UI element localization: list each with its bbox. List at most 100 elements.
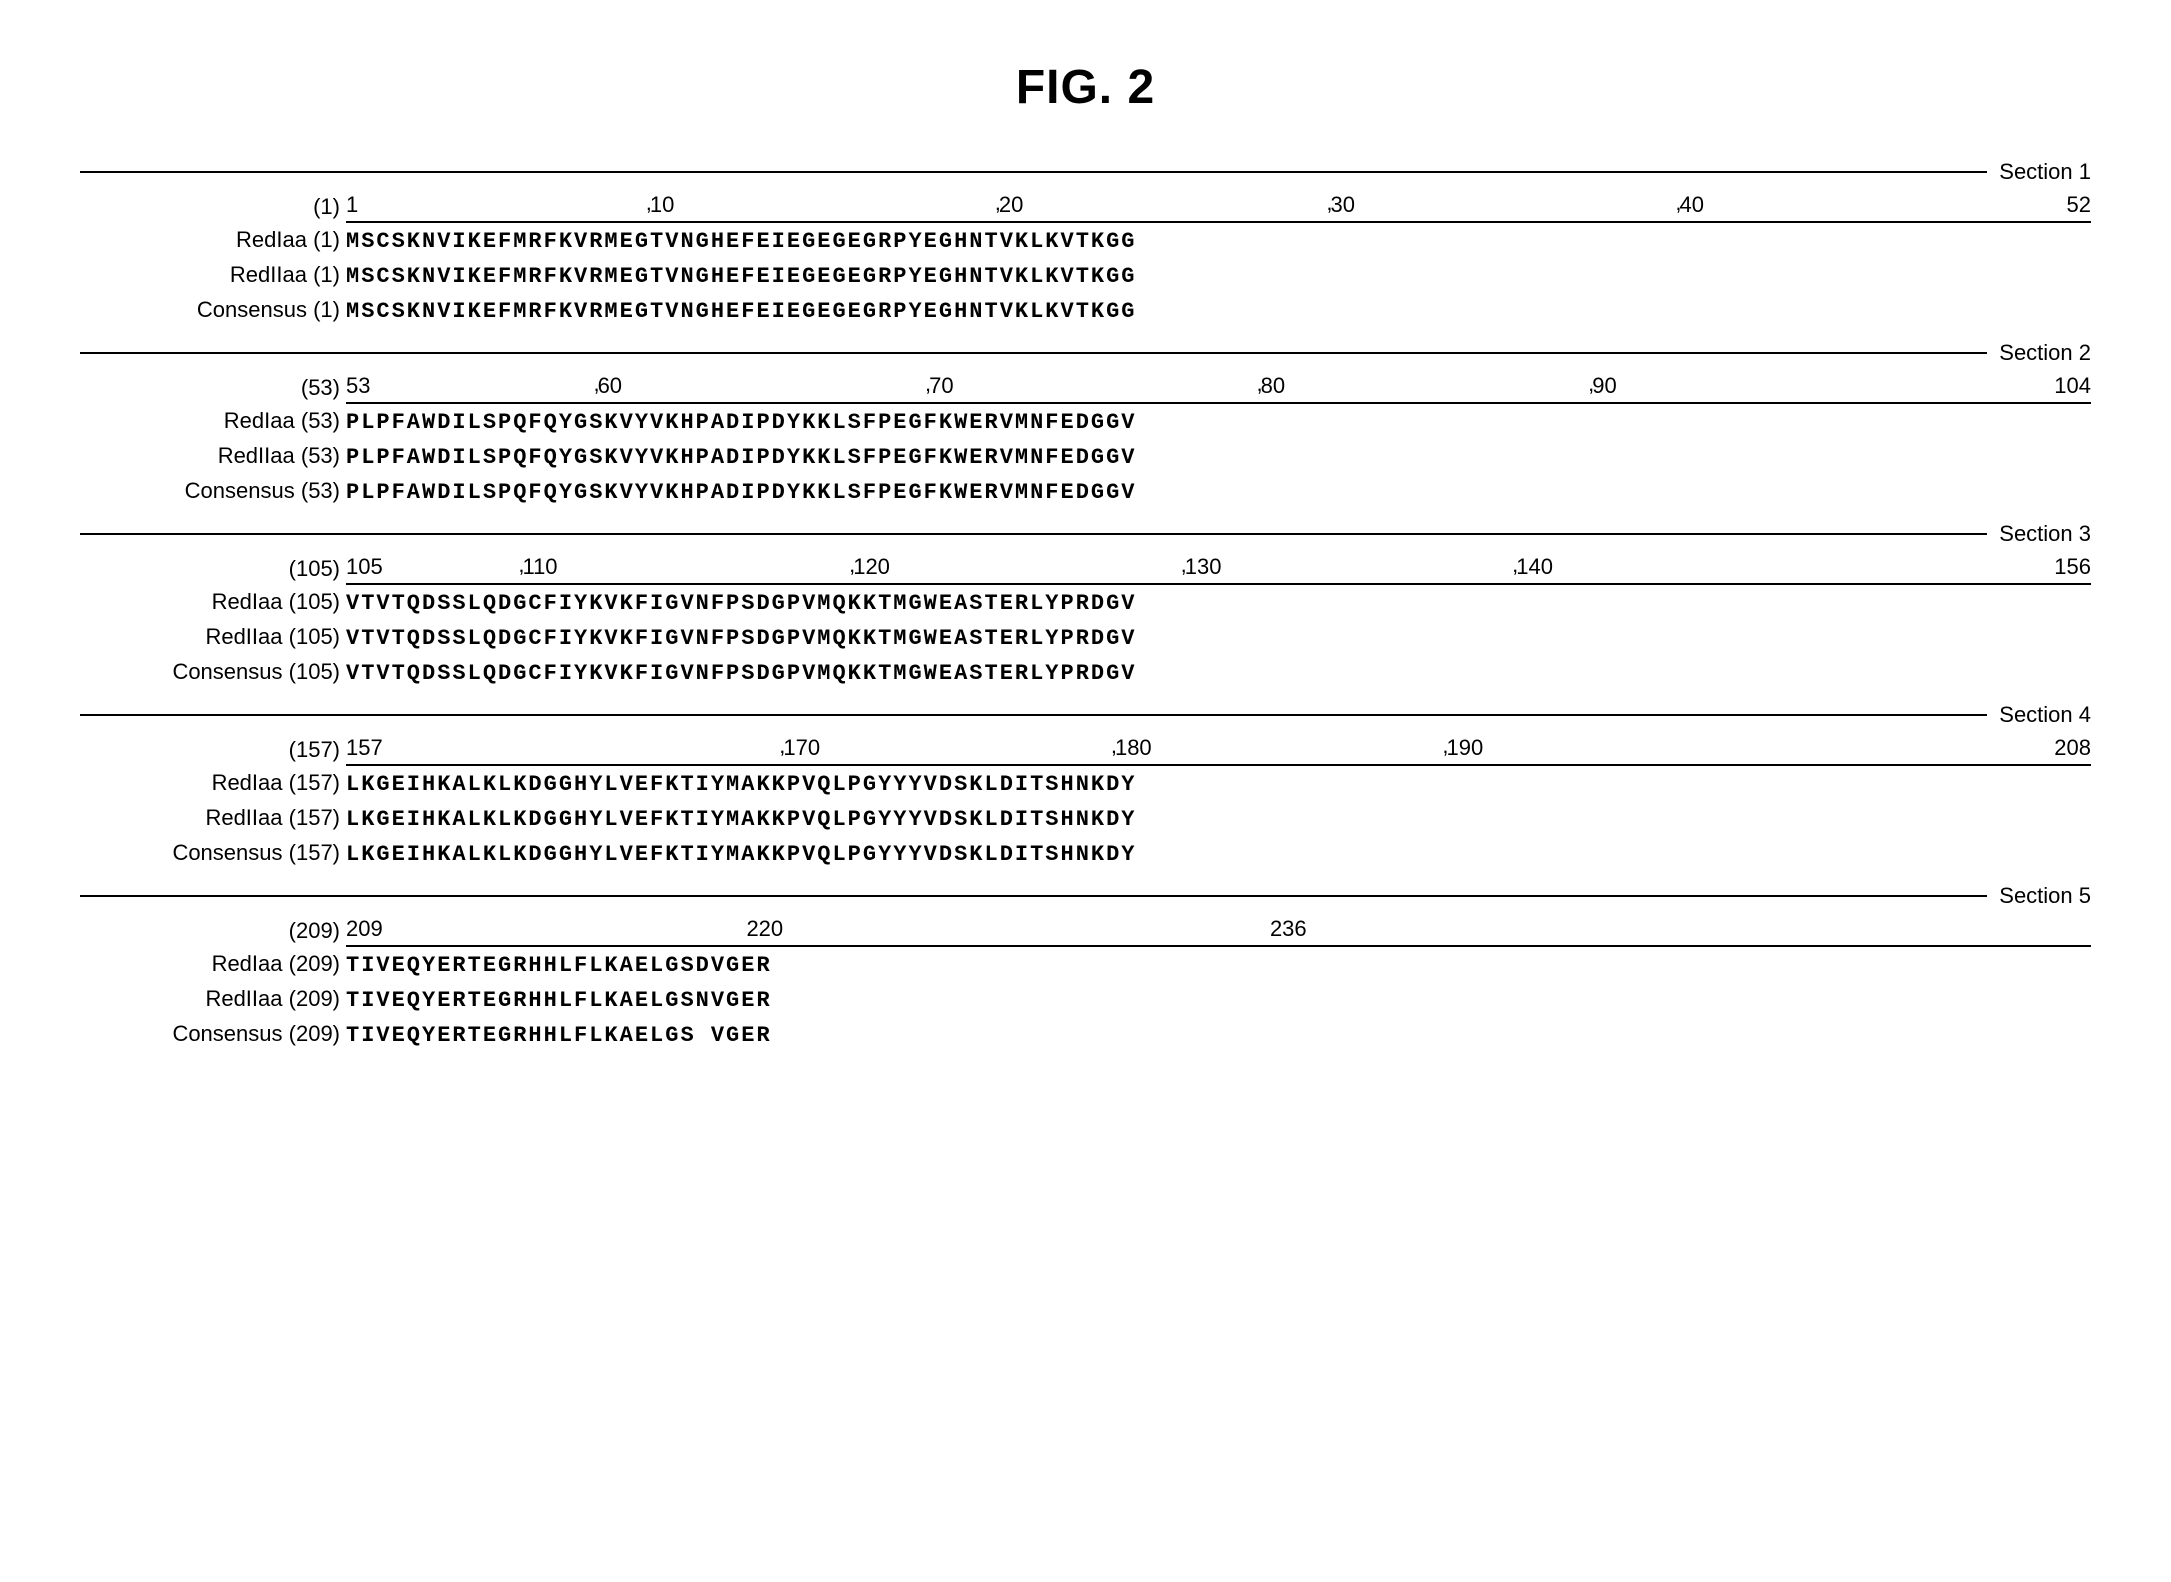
ruler-end: 236 (1270, 912, 1307, 945)
sequence-label: RedIIaa (105) (80, 620, 346, 653)
section-label: Section 3 (1999, 517, 2091, 550)
sequence-position: (209) (289, 986, 340, 1011)
ruler-tick: 190 (1442, 731, 1483, 764)
ruler-tick: 30 (1326, 188, 1355, 221)
sequence-name: RedIaa (212, 951, 283, 976)
sequence-text: MSCSKNVIKEFMRFKVRMEGTVNGHEFEIEGEGEGRPYEG… (346, 260, 1137, 293)
section-label: Section 2 (1999, 336, 2091, 369)
sequence-row: Consensus (53)PLPFAWDILSPQFQYGSKVYVKHPAD… (80, 474, 2091, 509)
sequence-name: RedIIaa (230, 262, 307, 287)
ruler-prefix: (209) (80, 914, 346, 947)
sequence-text: LKGEIHKALKLKDGGHYLVEFKTIYMAKKPVQLPGYYYVD… (346, 803, 1137, 836)
sequence-name: RedIIaa (205, 805, 282, 830)
ruler-tick: 180 (1111, 731, 1152, 764)
sequence-text: VTVTQDSSLQDGCFIYKVKFIGVNFPSDGPVMQKKTMGWE… (346, 622, 1137, 655)
ruler-tick: 110 (518, 550, 557, 583)
sequence-text: PLPFAWDILSPQFQYGSKVYVKHPADIPDYKKLSFPEGFK… (346, 441, 1137, 474)
ruler-prefix: (157) (80, 733, 346, 766)
ruler-tick: 120 (849, 550, 890, 583)
sequence-label: RedIaa (1) (80, 223, 346, 256)
sequence-name: RedIaa (236, 227, 307, 252)
sequence-name: RedIaa (212, 770, 283, 795)
sequence-name: RedIaa (224, 408, 295, 433)
sequence-label: Consensus (1) (80, 293, 346, 326)
sequence-row: Consensus (157)LKGEIHKALKLKDGGHYLVEFKTIY… (80, 836, 2091, 871)
sequence-label: Consensus (209) (80, 1017, 346, 1050)
sequence-name: Consensus (185, 478, 295, 503)
sequence-position: (157) (289, 840, 340, 865)
section-rule (80, 714, 1987, 716)
ruler-tick: 20 (995, 188, 1024, 221)
section-label: Section 5 (1999, 879, 2091, 912)
sequence-text: LKGEIHKALKLKDGGHYLVEFKTIYMAKKPVQLPGYYYVD… (346, 838, 1137, 871)
ruler-row: (105)105110120130140156 (80, 552, 2091, 585)
ruler-tick: 130 (1181, 550, 1222, 583)
ruler-tick: 60 (593, 369, 622, 402)
sequence-name: RedIIaa (218, 443, 295, 468)
sequence-position: (209) (289, 1021, 340, 1046)
sequence-label: RedIIaa (209) (80, 982, 346, 1015)
sequence-text: MSCSKNVIKEFMRFKVRMEGTVNGHEFEIEGEGEGRPYEG… (346, 295, 1137, 328)
ruler-end: 156 (2054, 550, 2091, 583)
ruler-start: 105 (346, 550, 383, 583)
sequence-label: RedIIaa (53) (80, 439, 346, 472)
ruler-area: 5360708090104 (346, 374, 2091, 404)
ruler-end: 104 (2054, 369, 2091, 402)
sequence-row: RedIaa (105)VTVTQDSSLQDGCFIYKVKFIGVNFPSD… (80, 585, 2091, 620)
ruler-end: 52 (2067, 188, 2091, 221)
ruler-start: 1 (346, 188, 358, 221)
sequence-position: (53) (301, 443, 340, 468)
sequence-row: Consensus (209)TIVEQYERTEGRHHLFLKAELGS V… (80, 1017, 2091, 1052)
sequence-label: Consensus (105) (80, 655, 346, 688)
alignment-container: Section 1(1)11020304052RedIaa (1)MSCSKNV… (80, 155, 2091, 1052)
sequence-label: RedIaa (157) (80, 766, 346, 799)
sequence-position: (53) (301, 408, 340, 433)
sequence-row: Consensus (1)MSCSKNVIKEFMRFKVRMEGTVNGHEF… (80, 293, 2091, 328)
ruler-tick: 90 (1588, 369, 1617, 402)
section-header: Section 5 (80, 879, 2091, 912)
sequence-name: Consensus (172, 659, 282, 684)
sequence-position: (209) (289, 951, 340, 976)
sequence-label: RedIaa (105) (80, 585, 346, 618)
section-header: Section 1 (80, 155, 2091, 188)
sequence-row: Consensus (105)VTVTQDSSLQDGCFIYKVKFIGVNF… (80, 655, 2091, 690)
sequence-row: RedIIaa (209)TIVEQYERTEGRHHLFLKAELGSNVGE… (80, 982, 2091, 1017)
sequence-position: (1) (313, 227, 340, 252)
ruler-row: (53)5360708090104 (80, 371, 2091, 404)
alignment-section: Section 3(105)105110120130140156RedIaa (… (80, 517, 2091, 690)
ruler-start: 157 (346, 731, 383, 764)
section-label: Section 1 (1999, 155, 2091, 188)
sequence-text: LKGEIHKALKLKDGGHYLVEFKTIYMAKKPVQLPGYYYVD… (346, 768, 1137, 801)
sequence-text: VTVTQDSSLQDGCFIYKVKFIGVNFPSDGPVMQKKTMGWE… (346, 587, 1137, 620)
section-label: Section 4 (1999, 698, 2091, 731)
sequence-name: RedIIaa (205, 624, 282, 649)
sequence-name: Consensus (172, 1021, 282, 1046)
sequence-name: Consensus (197, 297, 307, 322)
sequence-row: RedIaa (157)LKGEIHKALKLKDGGHYLVEFKTIYMAK… (80, 766, 2091, 801)
section-header: Section 2 (80, 336, 2091, 369)
sequence-label: Consensus (157) (80, 836, 346, 869)
ruler-row: (209)209220236 (80, 914, 2091, 947)
sequence-label: RedIaa (53) (80, 404, 346, 437)
sequence-position: (157) (289, 770, 340, 795)
sequence-label: RedIIaa (157) (80, 801, 346, 834)
sequence-name: RedIIaa (205, 986, 282, 1011)
sequence-text: TIVEQYERTEGRHHLFLKAELGSNVGER (346, 984, 772, 1017)
ruler-area: 11020304052 (346, 193, 2091, 223)
section-rule (80, 352, 1987, 354)
sequence-text: TIVEQYERTEGRHHLFLKAELGSDVGER (346, 949, 772, 982)
sequence-label: Consensus (53) (80, 474, 346, 507)
ruler-row: (157)157170180190208 (80, 733, 2091, 766)
section-rule (80, 895, 1987, 897)
sequence-text: MSCSKNVIKEFMRFKVRMEGTVNGHEFEIEGEGEGRPYEG… (346, 225, 1137, 258)
ruler-start: 209 (346, 912, 383, 945)
ruler-prefix: (53) (80, 371, 346, 404)
ruler-tick: 10 (646, 188, 675, 221)
sequence-text: TIVEQYERTEGRHHLFLKAELGS VGER (346, 1019, 772, 1052)
sequence-text: PLPFAWDILSPQFQYGSKVYVKHPADIPDYKKLSFPEGFK… (346, 476, 1137, 509)
sequence-position: (1) (313, 262, 340, 287)
sequence-position: (105) (289, 624, 340, 649)
ruler-area: 157170180190208 (346, 736, 2091, 766)
alignment-section: Section 4(157)157170180190208RedIaa (157… (80, 698, 2091, 871)
sequence-text: VTVTQDSSLQDGCFIYKVKFIGVNFPSDGPVMQKKTMGWE… (346, 657, 1137, 690)
